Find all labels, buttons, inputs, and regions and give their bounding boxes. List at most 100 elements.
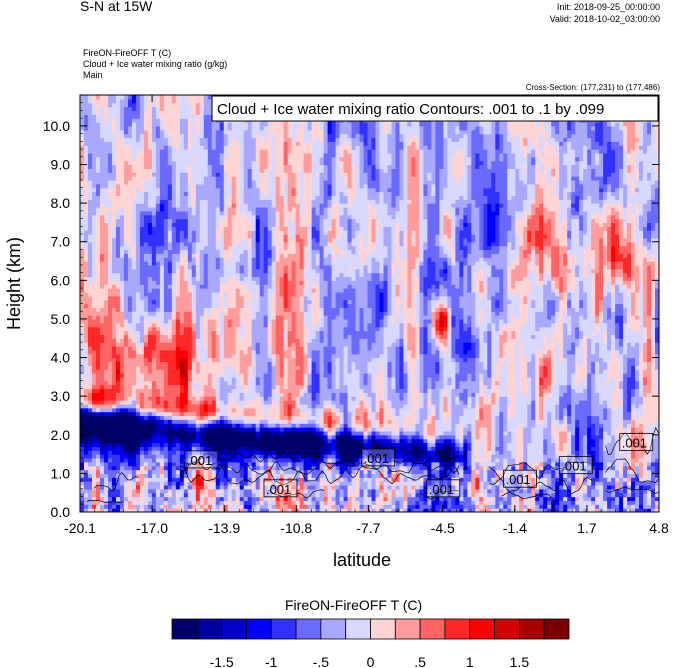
heatmap-cell [311,434,317,440]
heatmap-cell [595,446,600,451]
heatmap-cell [403,427,409,432]
heatmap-cell [183,442,189,447]
heatmap-cell [335,434,341,440]
heatmap-cell [199,450,205,455]
heatmap-cell [471,461,476,467]
heatmap-cell [499,454,504,459]
heatmap-cell [575,500,580,505]
heatmap-cell [483,477,488,482]
heatmap-cell [615,454,620,459]
heatmap-cell [479,477,484,482]
heatmap-cell [571,484,576,490]
heatmap-cell [287,500,293,505]
heatmap-cell [247,415,253,420]
heatmap-cell [239,473,245,478]
heatmap-cell [315,446,321,451]
heatmap-cell [551,380,556,386]
heatmap-cell [175,465,181,471]
heatmap-cell [191,384,197,390]
heatmap-cell [355,446,361,451]
heatmap-cell [115,430,121,436]
heatmap-cell [283,450,289,455]
heatmap-cell [599,473,604,478]
heatmap-cell [511,434,516,440]
heatmap-cell [151,388,157,393]
heatmap-cell [95,403,101,409]
heatmap-cell [159,392,165,397]
heatmap-cell [559,446,564,451]
heatmap-cell [611,380,616,386]
heatmap-cell [639,388,644,393]
heatmap-cell [623,473,628,478]
heatmap-cell [587,488,592,494]
heatmap-cell [607,411,612,417]
heatmap-cell [435,496,440,502]
heatmap-cell [287,407,293,413]
heatmap-cell [171,415,177,420]
heatmap-cell [563,469,568,474]
heatmap-cell [343,400,349,405]
heatmap-cell [543,488,548,494]
heatmap-cell [191,427,197,432]
heatmap-cell [351,496,357,502]
heatmap-cell [243,481,249,486]
heatmap-cell [503,423,508,428]
heatmap-cell [119,454,125,459]
heatmap-cell [83,384,89,390]
heatmap-cell [331,427,337,432]
heatmap-cell [547,454,552,459]
heatmap-cell [279,411,285,417]
heatmap-cell [603,481,608,486]
heatmap-cell [231,423,237,428]
heatmap-cell [379,407,385,413]
heatmap-cell [143,434,149,440]
heatmap-cell [223,400,229,405]
heatmap-cell [291,488,297,494]
heatmap-cell [119,457,125,463]
heatmap-cell [311,461,317,467]
heatmap-cell [563,461,568,467]
heatmap-cell [539,500,544,505]
heatmap-cell [647,484,652,490]
heatmap-cell [435,481,440,486]
heatmap-cell [603,392,608,397]
heatmap-cell [539,392,544,397]
heatmap-cell [615,396,620,401]
heatmap-cell [535,488,540,494]
heatmap-cell [431,423,436,428]
heatmap-cell [311,411,317,417]
heatmap-cell [179,407,185,413]
heatmap-cell [391,473,397,478]
heatmap-cell [315,477,321,482]
heatmap-cell [119,488,125,494]
heatmap-cell [467,454,472,459]
heatmap-cell [295,423,301,428]
heatmap-cell [175,403,181,409]
heatmap-cell [411,438,417,444]
heatmap-cell [319,457,325,463]
heatmap-cell [327,442,333,447]
heatmap-cell [599,384,604,390]
heatmap-cell [311,469,317,474]
heatmap-cell [175,450,181,455]
heatmap-cell [111,392,117,397]
heatmap-cell [427,384,432,390]
heatmap-cell [611,384,616,390]
heatmap-cell [223,492,229,498]
heatmap-cell [455,450,460,455]
heatmap-cell [467,477,472,482]
heatmap-cell [467,442,472,447]
heatmap-cell [379,423,385,428]
heatmap-cell [219,434,225,440]
heatmap-cell [319,415,325,420]
heatmap-cell [507,477,512,482]
heatmap-cell [251,450,257,455]
heatmap-cell [175,442,181,447]
heatmap-cell [83,508,89,512]
heatmap-cell [207,496,213,502]
heatmap-cell [363,504,369,509]
heatmap-cell [511,457,516,463]
heatmap-cell [527,442,532,447]
heatmap-cell [447,380,452,386]
heatmap-cell [383,504,389,509]
